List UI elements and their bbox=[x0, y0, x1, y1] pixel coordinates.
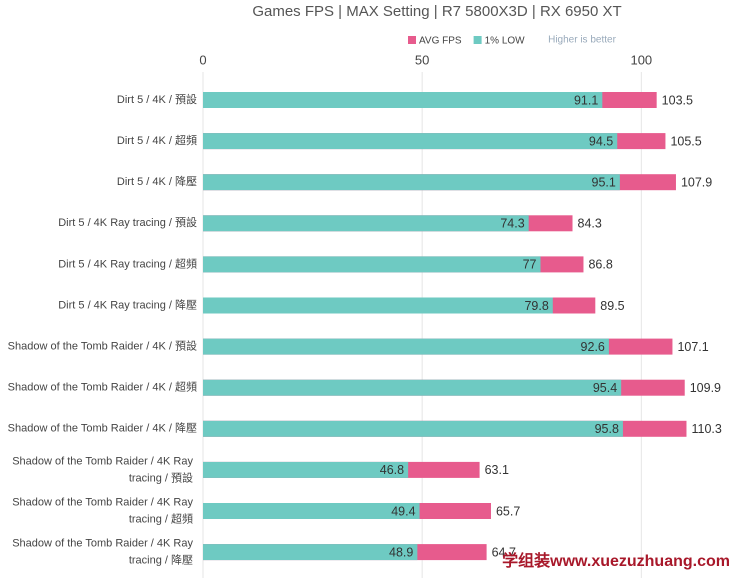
bar bbox=[203, 174, 620, 191]
y-tick-label: Dirt 5 / 4K / 預設 bbox=[117, 92, 197, 106]
x-tick-label: 100 bbox=[630, 52, 652, 67]
y-tick-label: Shadow of the Tomb Raider / 4K / 降壓 bbox=[8, 421, 197, 435]
value-label: 110.3 bbox=[691, 422, 721, 436]
label-line: tracing / 降壓 bbox=[129, 553, 193, 567]
value-label: 107.9 bbox=[681, 175, 712, 189]
y-tick-label: Shadow of the Tomb Raider / 4K Ray tracin… bbox=[12, 455, 193, 484]
bar bbox=[203, 297, 553, 314]
value-label: 74.3 bbox=[500, 217, 524, 231]
bar bbox=[203, 420, 623, 437]
label-line: tracing / 超頻 bbox=[129, 511, 193, 525]
bar bbox=[203, 256, 541, 273]
value-label: 46.8 bbox=[380, 463, 404, 477]
y-tick-label: Shadow of the Tomb Raider / 4K / 預設 bbox=[8, 339, 197, 353]
x-tick-label: 50 bbox=[415, 52, 429, 67]
value-label: 64.7 bbox=[492, 545, 516, 559]
chart-title: Games FPS | MAX Setting | R7 5800X3D | R… bbox=[252, 3, 621, 20]
bar bbox=[203, 461, 409, 478]
legend-swatch bbox=[408, 36, 416, 44]
value-label: 84.3 bbox=[578, 217, 602, 231]
value-label: 105.5 bbox=[670, 134, 701, 148]
value-label: 65.7 bbox=[496, 504, 520, 518]
y-tick-label: Dirt 5 / 4K Ray tracing / 預設 bbox=[58, 215, 197, 229]
label-line: Shadow of the Tomb Raider / 4K Ray bbox=[12, 496, 193, 508]
value-label: 91.1 bbox=[574, 93, 598, 107]
bar bbox=[203, 338, 609, 355]
annotation: Higher is better bbox=[548, 35, 616, 46]
bar bbox=[203, 133, 618, 150]
value-label: 92.6 bbox=[581, 340, 605, 354]
label-line: tracing / 預設 bbox=[129, 470, 193, 484]
y-tick-label: Shadow of the Tomb Raider / 4K / 超頻 bbox=[8, 380, 197, 394]
label-line: Shadow of the Tomb Raider / 4K Ray bbox=[12, 455, 193, 467]
bar bbox=[203, 215, 529, 232]
legend-swatch bbox=[473, 36, 482, 44]
y-tick-label: Dirt 5 / 4K / 降壓 bbox=[117, 174, 197, 188]
y-tick-label: Shadow of the Tomb Raider / 4K Ray tracin… bbox=[12, 496, 193, 525]
value-label: 107.1 bbox=[677, 340, 708, 354]
watermark: 学组装www.xuezuzhuang.com bbox=[502, 551, 730, 570]
value-label: 103.5 bbox=[662, 93, 693, 107]
legend-label: 1% LOW bbox=[485, 36, 526, 47]
y-tick-label: Dirt 5 / 4K / 超頻 bbox=[117, 133, 197, 147]
y-tick-label: Dirt 5 / 4K Ray tracing / 超頻 bbox=[58, 256, 197, 270]
value-label: 95.1 bbox=[592, 175, 616, 189]
value-label: 77 bbox=[523, 258, 537, 272]
bar bbox=[203, 379, 622, 396]
bar bbox=[203, 544, 418, 561]
bar bbox=[203, 503, 420, 519]
value-label: 79.8 bbox=[524, 299, 548, 313]
value-label: 63.1 bbox=[485, 463, 509, 477]
y-tick-label: Shadow of the Tomb Raider / 4K Ray tracin… bbox=[12, 538, 193, 567]
value-label: 48.9 bbox=[389, 545, 413, 559]
y-tick-label: Dirt 5 / 4K Ray tracing / 降壓 bbox=[58, 297, 197, 311]
value-label: 109.9 bbox=[690, 381, 721, 395]
x-tick-label: 0 bbox=[199, 52, 206, 67]
bar bbox=[203, 92, 603, 108]
value-label: 86.8 bbox=[588, 258, 612, 272]
value-label: 49.4 bbox=[391, 504, 415, 518]
legend-label: AVG FPS bbox=[419, 36, 462, 47]
value-label: 94.5 bbox=[589, 134, 613, 148]
label-line: Shadow of the Tomb Raider / 4K Ray bbox=[12, 538, 193, 550]
value-label: 95.8 bbox=[595, 422, 619, 436]
value-label: 89.5 bbox=[600, 299, 624, 313]
value-label: 95.4 bbox=[593, 381, 617, 395]
